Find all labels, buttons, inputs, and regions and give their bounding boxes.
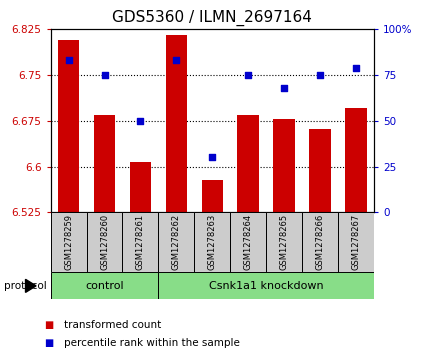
Text: GSM1278264: GSM1278264 (244, 214, 253, 270)
Text: GSM1278263: GSM1278263 (208, 214, 217, 270)
Text: ■: ■ (44, 320, 53, 330)
Text: transformed count: transformed count (64, 320, 161, 330)
Point (317, 72, 324, 78)
Point (352, 65, 359, 70)
Bar (158, 272, 374, 299)
Point (137, 118, 144, 123)
Bar (238, 115, 259, 212)
Title: GDS5360 / ILMN_2697164: GDS5360 / ILMN_2697164 (112, 10, 312, 26)
Text: control: control (85, 281, 124, 291)
Bar (94, 115, 115, 212)
Text: GSM1278260: GSM1278260 (100, 214, 109, 270)
Point (209, 155, 216, 160)
Bar (122, 212, 158, 272)
Point (245, 72, 252, 78)
Bar (202, 180, 223, 212)
Bar (87, 212, 122, 272)
Bar (194, 212, 230, 272)
Point (65, 57, 72, 63)
Text: GSM1278266: GSM1278266 (315, 214, 325, 270)
Point (101, 72, 108, 78)
Bar (273, 119, 295, 212)
Bar (158, 212, 194, 272)
Bar (302, 212, 338, 272)
Bar (309, 129, 331, 212)
Bar (58, 40, 79, 212)
Text: GSM1278267: GSM1278267 (352, 214, 360, 270)
Text: percentile rank within the sample: percentile rank within the sample (64, 338, 240, 348)
Bar (266, 212, 302, 272)
Bar (130, 162, 151, 212)
Text: Csnk1a1 knockdown: Csnk1a1 knockdown (209, 281, 323, 291)
Point (281, 85, 288, 91)
Bar (345, 109, 367, 212)
Bar (51, 272, 158, 299)
Text: ■: ■ (44, 338, 53, 348)
Bar (51, 212, 87, 272)
Text: GSM1278265: GSM1278265 (280, 214, 289, 270)
Text: GSM1278261: GSM1278261 (136, 214, 145, 270)
Bar (165, 35, 187, 212)
Bar (338, 212, 374, 272)
Text: GSM1278262: GSM1278262 (172, 214, 181, 270)
Text: protocol: protocol (4, 281, 47, 291)
Bar (230, 212, 266, 272)
Text: GSM1278259: GSM1278259 (64, 214, 73, 270)
Point (173, 57, 180, 63)
